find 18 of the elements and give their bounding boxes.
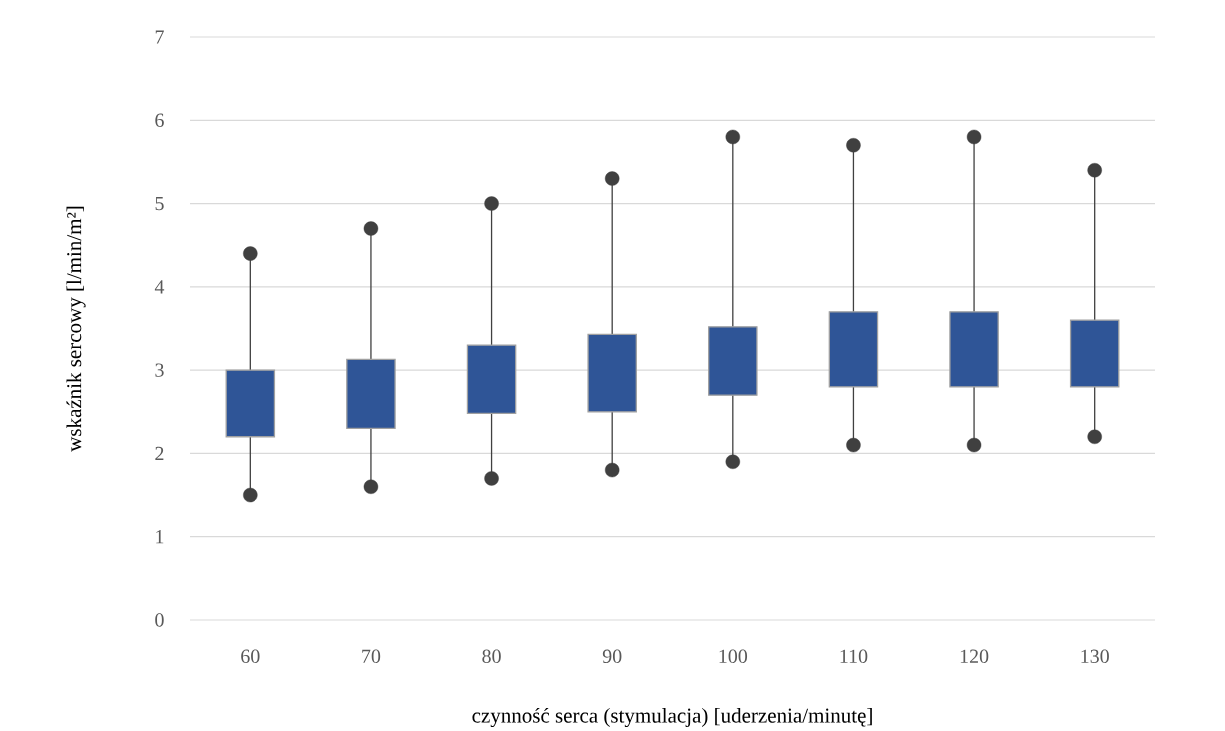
x-tick-label: 60: [241, 649, 260, 664]
y-axis-title: wskaźnik sercowy [l/min/m²]: [66, 206, 86, 452]
x-tick-label: 90: [602, 649, 622, 664]
y-tick-label: 5: [155, 196, 164, 211]
x-tick-label: 70: [362, 649, 381, 664]
y-tick-label: 6: [155, 113, 164, 127]
y-tick-label: 1: [156, 530, 164, 544]
y-tick-label: 7: [155, 30, 164, 44]
x-tick-label: 130: [1081, 649, 1109, 664]
x-tick-label: 80: [482, 649, 501, 664]
x-tick-label: 100: [719, 649, 748, 664]
y-tick-label: 0: [155, 613, 164, 627]
x-axis-title: czynność serca (stymulacja) [uderzenia/minutę]: [472, 707, 872, 728]
x-tick-label: 110: [840, 649, 868, 664]
x-tick-label: 120: [960, 649, 989, 664]
y-tick-label: 2: [155, 446, 164, 461]
y-tick-label: 4: [154, 280, 165, 294]
y-tick-label: 3: [155, 363, 164, 377]
